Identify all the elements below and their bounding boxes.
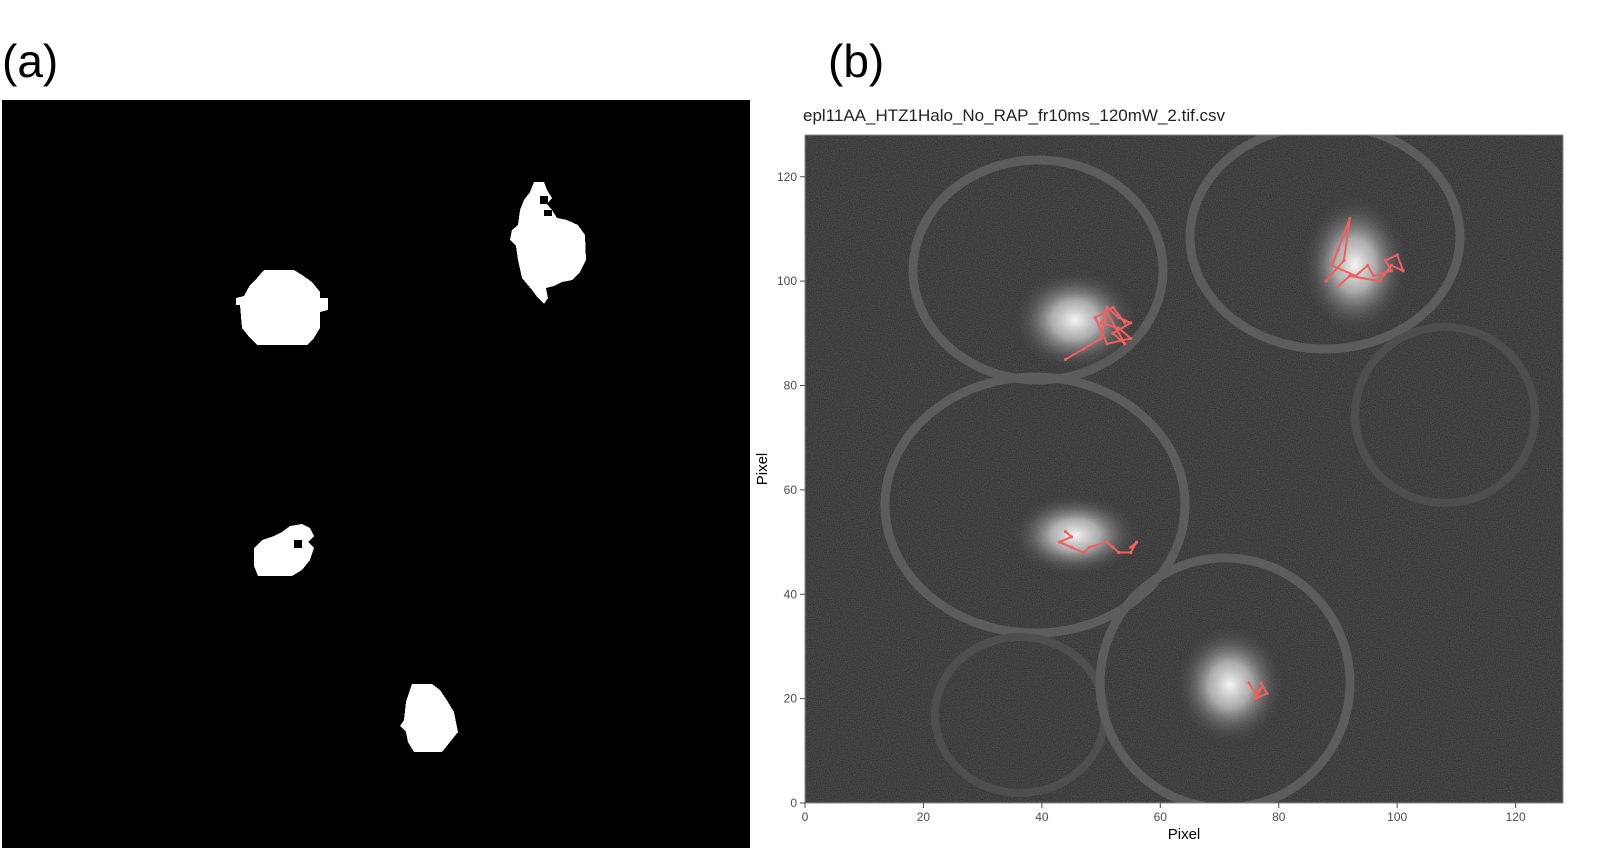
track-line-1 bbox=[1065, 306, 1132, 361]
track-point bbox=[1058, 540, 1062, 544]
tracks-layer bbox=[1058, 216, 1405, 701]
x-tick-label: 80 bbox=[1272, 810, 1286, 824]
y-axis-title: Pixel bbox=[754, 453, 771, 486]
track-point bbox=[1081, 550, 1085, 555]
x-axis-title: Pixel bbox=[1168, 826, 1201, 843]
mask-hole-3 bbox=[294, 540, 302, 548]
track-point bbox=[1129, 321, 1133, 325]
nucleus-spot-4 bbox=[1170, 620, 1290, 750]
cell-outline-3 bbox=[1351, 323, 1539, 507]
panel-a-label: (a) bbox=[2, 35, 59, 87]
panel-b-label: (b) bbox=[828, 35, 885, 87]
mask-hole-1 bbox=[540, 196, 548, 204]
track-point bbox=[1342, 258, 1346, 262]
nucleus-spot-3 bbox=[1005, 490, 1145, 580]
track-point bbox=[1389, 269, 1393, 273]
track-point bbox=[1377, 279, 1382, 283]
track-point bbox=[1336, 284, 1340, 288]
track-point bbox=[1105, 310, 1109, 315]
nucleus-spot-2 bbox=[1297, 190, 1413, 340]
track-point bbox=[1365, 263, 1370, 268]
mask-background bbox=[2, 100, 750, 848]
track-line-2 bbox=[1325, 217, 1405, 288]
track-point bbox=[1117, 316, 1121, 320]
track-point bbox=[1123, 321, 1127, 325]
mask-blob-4 bbox=[400, 684, 458, 752]
mask-blob-2 bbox=[510, 182, 586, 304]
y-tick-label: 120 bbox=[777, 170, 797, 184]
track-point bbox=[1348, 274, 1352, 278]
track-point bbox=[1348, 216, 1352, 221]
track-point bbox=[1117, 550, 1121, 555]
track-point bbox=[1259, 681, 1263, 685]
track-point bbox=[1336, 248, 1340, 252]
y-tick-label: 40 bbox=[784, 587, 798, 601]
track-point bbox=[1123, 342, 1127, 346]
y-tick-label: 60 bbox=[784, 483, 798, 497]
track-point bbox=[1105, 305, 1109, 309]
y-tick-label: 20 bbox=[784, 692, 798, 706]
track-point bbox=[1129, 545, 1133, 549]
track-point bbox=[1247, 681, 1251, 685]
y-axis: 0 20 40 60 80 100 120 bbox=[777, 170, 805, 810]
cell-outline-2 bbox=[1185, 135, 1465, 354]
track-point bbox=[1069, 545, 1074, 549]
track-point bbox=[1111, 305, 1115, 309]
track-point bbox=[1371, 274, 1376, 278]
track-point bbox=[1111, 545, 1115, 549]
track-point bbox=[1401, 269, 1405, 273]
track-point bbox=[1111, 331, 1115, 335]
cell-outline-4 bbox=[880, 372, 1190, 638]
track-point bbox=[1087, 545, 1091, 549]
track-point bbox=[1265, 691, 1269, 696]
track-point bbox=[1063, 357, 1068, 362]
track-point bbox=[1105, 342, 1109, 346]
track-point bbox=[1069, 535, 1074, 539]
nucleus-spot-1 bbox=[1007, 265, 1143, 375]
y-tick-label: 0 bbox=[790, 796, 797, 810]
plot-frame bbox=[804, 134, 1564, 804]
track-point bbox=[1129, 550, 1133, 555]
mask-blob-3 bbox=[254, 524, 314, 576]
track-point bbox=[1354, 274, 1358, 278]
track-point bbox=[1129, 336, 1133, 341]
track-point bbox=[1105, 540, 1109, 544]
x-tick-label: 100 bbox=[1387, 810, 1407, 824]
track-point bbox=[1099, 321, 1103, 325]
x-axis: 0 20 40 60 80 100 120 bbox=[802, 803, 1526, 824]
track-point bbox=[1253, 697, 1257, 701]
track-point bbox=[1093, 316, 1097, 320]
segmentation-mask-image bbox=[2, 100, 750, 848]
track-line-3 bbox=[1058, 530, 1138, 554]
track-point bbox=[1081, 347, 1085, 351]
segmentation-mask bbox=[2, 100, 750, 848]
track-point bbox=[1383, 258, 1387, 262]
tracking-plot: 0 20 40 60 80 100 120 0 20 40 60 80 100 120 Pixel Pi… bbox=[754, 134, 1564, 843]
y-tick-label: 100 bbox=[777, 274, 797, 288]
track-point bbox=[1389, 263, 1393, 268]
x-tick-label: 40 bbox=[1035, 810, 1049, 824]
track-point bbox=[1063, 530, 1068, 534]
x-tick-label: 60 bbox=[1154, 810, 1168, 824]
mask-hole-2 bbox=[544, 210, 552, 216]
cell-outline-6 bbox=[1095, 553, 1355, 803]
track-point bbox=[1330, 263, 1334, 268]
track-point bbox=[1135, 540, 1139, 544]
track-point bbox=[1099, 336, 1103, 341]
x-tick-label: 120 bbox=[1506, 810, 1526, 824]
y-tick-label: 80 bbox=[784, 379, 798, 393]
track-point bbox=[1253, 691, 1257, 696]
x-tick-label: 20 bbox=[917, 810, 931, 824]
track-point bbox=[1395, 253, 1399, 257]
plot-title: epl11AA_HTZ1Halo_No_RAP_fr10ms_120mW_2.t… bbox=[803, 106, 1226, 125]
track-point bbox=[1324, 279, 1328, 283]
x-tick-label: 0 bbox=[802, 810, 809, 824]
track-point bbox=[1117, 326, 1121, 330]
microscopy-image bbox=[805, 135, 1563, 803]
mask-blob-1 bbox=[236, 270, 328, 345]
track-point bbox=[1259, 686, 1263, 690]
track-line-4 bbox=[1248, 682, 1268, 700]
